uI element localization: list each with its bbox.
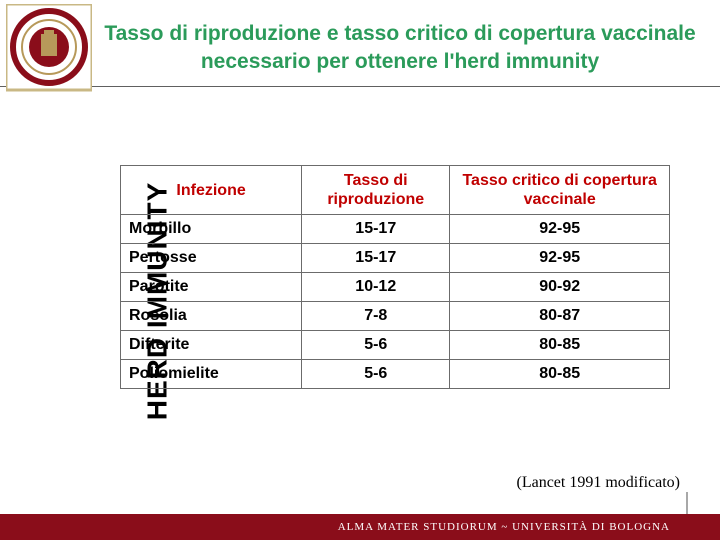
table-cell: Morbillo <box>121 215 302 244</box>
table-row: Pertosse15-1792-95 <box>121 244 670 273</box>
table-cell: Poliomielite <box>121 360 302 389</box>
table-row: Rosolia7-880-87 <box>121 302 670 331</box>
table-header: Infezione <box>121 166 302 215</box>
table-row: Morbillo15-1792-95 <box>121 215 670 244</box>
horizontal-rule <box>0 86 720 87</box>
table-cell: Rosolia <box>121 302 302 331</box>
table-cell: 90-92 <box>450 273 670 302</box>
table-row: Poliomielite5-680-85 <box>121 360 670 389</box>
university-seal-icon <box>6 4 92 98</box>
table-cell: 10-12 <box>302 273 450 302</box>
footer-bar: ALMA MATER STUDIORUM ~ UNIVERSITÀ DI BOL… <box>0 514 720 540</box>
table-cell: 80-85 <box>450 360 670 389</box>
table-cell: 92-95 <box>450 215 670 244</box>
table-cell: 80-87 <box>450 302 670 331</box>
table-cell: 5-6 <box>302 360 450 389</box>
citation-text: (Lancet 1991 modificato) <box>517 474 681 492</box>
table-cell: Parotite <box>121 273 302 302</box>
table-cell: 80-85 <box>450 331 670 360</box>
table-cell: Difterite <box>121 331 302 360</box>
table-row: Parotite10-1290-92 <box>121 273 670 302</box>
table-header: Tasso di riproduzione <box>302 166 450 215</box>
table-cell: 7-8 <box>302 302 450 331</box>
table-cell: 15-17 <box>302 244 450 273</box>
slide-title: Tasso di riproduzione e tasso critico di… <box>100 20 700 77</box>
footer-text: ALMA MATER STUDIORUM ~ UNIVERSITÀ DI BOL… <box>338 521 670 533</box>
table-cell: 5-6 <box>302 331 450 360</box>
table-header: Tasso critico di copertura vaccinale <box>450 166 670 215</box>
herd-immunity-table: InfezioneTasso di riproduzioneTasso crit… <box>120 165 670 389</box>
table-cell: Pertosse <box>121 244 302 273</box>
table-cell: 92-95 <box>450 244 670 273</box>
footer-tick-mark <box>686 492 688 514</box>
table-cell: 15-17 <box>302 215 450 244</box>
table-row: Difterite5-680-85 <box>121 331 670 360</box>
